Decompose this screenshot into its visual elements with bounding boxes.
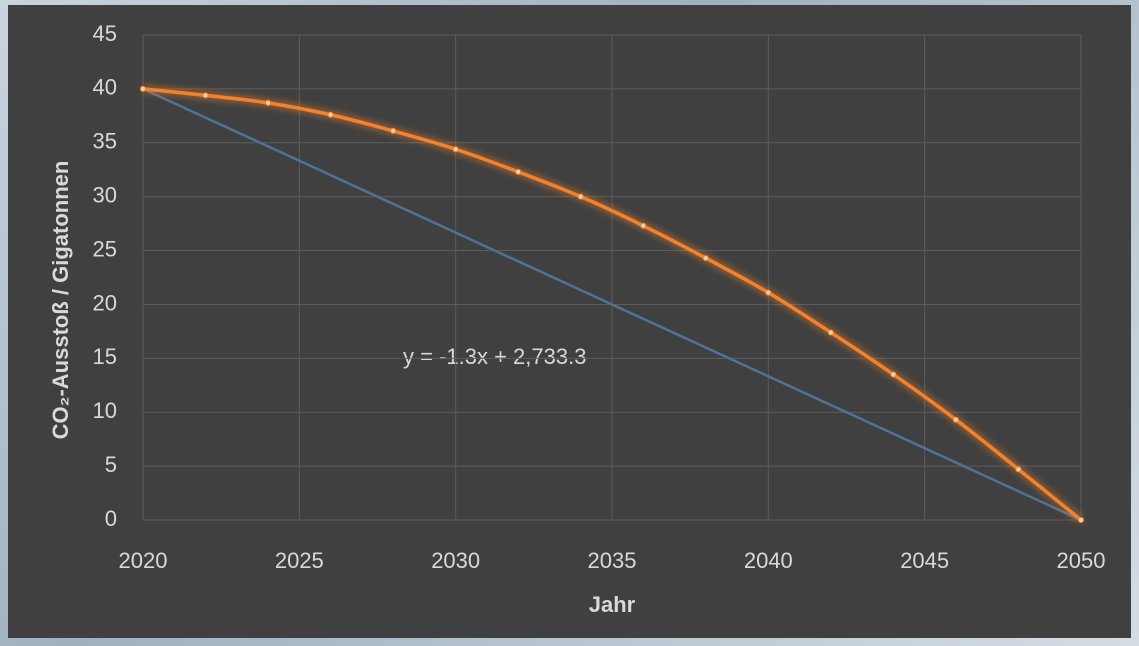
x-tick-label: 2040 (744, 548, 793, 573)
point (703, 256, 708, 261)
y-tick-label: 5 (105, 452, 117, 477)
point (953, 417, 958, 422)
x-tick-label: 2050 (1057, 548, 1106, 573)
x-axis-title: Jahr (589, 592, 636, 617)
point (1016, 467, 1021, 472)
x-tick-label: 2025 (275, 548, 324, 573)
point (141, 86, 146, 91)
chart: Jahr CO₂-Ausstoß / Gigatonnen y = -1.3x … (0, 0, 1139, 646)
point (328, 112, 333, 117)
x-tick-label: 2030 (431, 548, 480, 573)
point (828, 330, 833, 335)
point (1079, 518, 1084, 523)
y-tick-label: 25 (93, 236, 117, 261)
point (391, 128, 396, 133)
y-tick-label: 45 (93, 21, 117, 46)
point (578, 194, 583, 199)
chart-background (8, 5, 1131, 638)
page: Jahr CO₂-Ausstoß / Gigatonnen y = -1.3x … (0, 0, 1139, 646)
y-tick-label: 20 (93, 290, 117, 315)
point (203, 93, 208, 98)
y-tick-label: 15 (93, 344, 117, 369)
point (516, 169, 521, 174)
point (266, 100, 271, 105)
point (766, 290, 771, 295)
y-tick-label: 0 (105, 506, 117, 531)
point (891, 372, 896, 377)
point (453, 147, 458, 152)
x-tick-label: 2020 (119, 548, 168, 573)
x-tick-label: 2035 (588, 548, 637, 573)
x-tick-label: 2045 (900, 548, 949, 573)
y-tick-label: 10 (93, 398, 117, 423)
y-tick-label: 35 (93, 129, 117, 154)
point (641, 223, 646, 228)
y-axis-title: CO₂-Ausstoß / Gigatonnen (48, 161, 73, 440)
y-tick-label: 30 (93, 182, 117, 207)
annotation: y = -1.3x + 2,733.3 (403, 344, 586, 369)
y-tick-label: 40 (93, 75, 117, 100)
